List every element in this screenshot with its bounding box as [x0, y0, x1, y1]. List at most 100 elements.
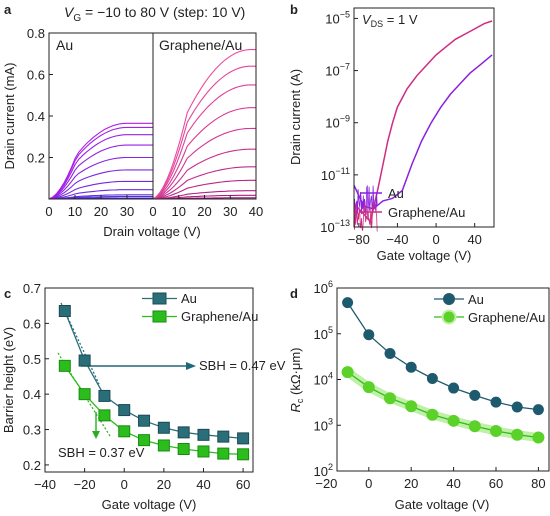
a-graphene-curve-9	[152, 65, 256, 200]
b-annotation: VDS = 1 V	[362, 12, 418, 29]
b-xtick-label-2: 0	[432, 232, 439, 247]
c-xlabel: Gate voltage (V)	[102, 497, 197, 512]
a-xtick-label-0-3: 30	[120, 204, 134, 219]
d-xtick-label-4: 60	[489, 476, 503, 491]
d-series	[341, 297, 545, 444]
d-point-au-8	[511, 401, 523, 413]
d-xlabel: Gate voltage (V)	[395, 497, 490, 512]
d-ytick-label-1: 103	[314, 416, 333, 433]
d-legend-au: Au	[468, 292, 484, 307]
c-xtick-label-1: −20	[74, 477, 96, 492]
c-ytick-label-2: 0.4	[23, 387, 41, 402]
d-xtick-label-3: 40	[446, 476, 460, 491]
c-point-graphene-7	[197, 445, 210, 458]
c-point-au-0	[58, 305, 71, 317]
c-xtick-label-3: 20	[157, 477, 171, 492]
a-au-curve-7	[48, 144, 153, 200]
c-ytick-label-3: 0.5	[23, 352, 41, 367]
b-ytick-label-0: 10−13	[320, 218, 350, 235]
b-ytick-label-4: 10−5	[325, 9, 350, 26]
d-ytick-label-3: 105	[314, 325, 333, 342]
a-right-label: Graphene/Au	[159, 37, 242, 53]
b-xlabel: Gate voltage (V)	[377, 248, 472, 263]
a-graphene-curve-6	[152, 127, 256, 200]
b-ytick-label-2: 10−9	[325, 114, 350, 131]
c-au-fit-line	[60, 302, 100, 385]
a-graphene-curve-8	[152, 84, 256, 200]
d-point-au-4	[426, 373, 438, 385]
c-series	[58, 305, 250, 461]
c-ytick-label-5: 0.7	[23, 281, 41, 296]
d-point-graphene-4	[426, 408, 439, 421]
b-frame	[353, 7, 495, 228]
panel-label-b: b	[290, 2, 298, 17]
a-xtick-label-1-1: 10	[172, 204, 186, 219]
a-graphene-curve-2	[152, 190, 256, 200]
c-point-graphene-6	[177, 443, 190, 455]
b-xtick-label-0: −80	[348, 232, 370, 247]
c-sbh-au-arrowhead	[186, 362, 196, 370]
c-frame	[44, 287, 254, 473]
d-xtick-label-5: 80	[531, 476, 545, 491]
d-point-graphene-9	[532, 431, 545, 444]
b-curves	[353, 20, 493, 232]
panel-d-chart: Au Graphene/Au −20 0 20 40 60 80 102 103 104 105 1…	[288, 279, 550, 512]
a-xtick-label-1-3: 30	[223, 204, 237, 219]
c-xtick-label-4: 40	[196, 477, 210, 492]
a-graphene-curve-10	[152, 49, 256, 200]
c-legend-graphene: Graphene/Au	[181, 309, 258, 324]
d-point-au-9	[532, 404, 544, 416]
d-point-au-2	[384, 348, 396, 360]
d-point-graphene-6	[468, 420, 481, 433]
c-point-au-8	[217, 430, 230, 443]
c-ytick-label-0: 0.2	[23, 458, 41, 473]
panel-a-chart: VG = −10 to 80 V (step: 10 V) Au Graphen…	[2, 4, 263, 239]
b-legend-graphene: Graphene/Au	[388, 205, 465, 220]
a-graphene-curve-7	[152, 107, 256, 200]
b-noise-graphene	[353, 200, 378, 232]
d-point-graphene-7	[490, 424, 502, 437]
b-series-graphene	[353, 20, 493, 224]
d-xtick-label-2: 20	[404, 476, 418, 491]
b-ylabel: Drain current (A)	[288, 69, 303, 165]
a-ytick-label-1: 0.4	[27, 109, 45, 124]
c-xtick-label-5: 60	[236, 477, 250, 492]
a-au-curve-6	[48, 156, 153, 200]
d-point-au-3	[405, 361, 417, 373]
d-legend-graphene-marker	[443, 311, 455, 323]
c-xtick-label-0: −40	[34, 477, 56, 492]
a-graphene-curve-3	[152, 179, 256, 200]
a-xtick-label-0-2: 20	[94, 204, 108, 219]
b-ytick-label-1: 10−11	[321, 166, 350, 183]
c-sbh-gr-label: SBH = 0.37 eV	[58, 445, 145, 460]
a-ytick-label-0: 0.2	[27, 151, 45, 166]
a-left-label: Au	[56, 37, 73, 53]
panel-label-c: c	[4, 286, 11, 301]
c-point-au-3	[118, 404, 131, 417]
b-ytick-label-3: 10−7	[325, 62, 350, 79]
c-sbh-gr-arrowhead	[92, 431, 100, 439]
d-point-au-5	[448, 382, 460, 394]
c-point-au-2	[98, 389, 111, 402]
d-point-graphene-0	[341, 366, 354, 379]
c-point-graphene-0	[58, 359, 71, 372]
c-point-graphene-5	[157, 439, 170, 452]
a-xtick-label-0-0: 0	[45, 204, 52, 219]
a-au-curve-10	[48, 122, 153, 200]
c-line-graphene	[64, 365, 244, 455]
b-series-au	[353, 54, 493, 210]
a-xlabel: Drain voltage (V)	[103, 224, 201, 239]
d-point-graphene-2	[384, 392, 396, 405]
c-point-graphene-2	[98, 409, 111, 422]
c-ylabel: Barrier height (eV)	[1, 327, 16, 433]
a-ylabel: Drain current (mA)	[2, 63, 17, 170]
a-title: VG = −10 to 80 V (step: 10 V)	[64, 4, 245, 24]
a-axes: 0 10 20 30 0 10 20 30 40 0.2 0.4 0.6 0.8	[27, 26, 263, 219]
b-legend-au: Au	[388, 186, 404, 201]
b-axes: −80 −40 0 40 10−13 10−11 10−9 10−7 10−5	[320, 9, 482, 247]
panel-b-chart: VDS = 1 V Au Graphene/Au −80 −40 0 40 10−13 1…	[288, 7, 495, 263]
c-ytick-label-4: 0.6	[23, 316, 41, 331]
d-point-graphene-5	[447, 414, 460, 427]
c-xtick-label-2: 0	[121, 477, 128, 492]
